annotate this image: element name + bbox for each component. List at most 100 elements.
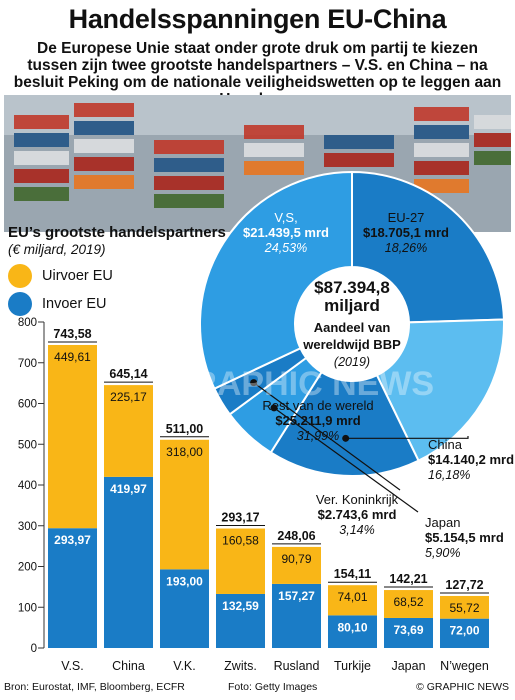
bar-export <box>216 528 265 594</box>
donut-label-rest-amount: $25.211,9 mrd <box>275 413 360 428</box>
bar-export <box>272 546 321 584</box>
x-tick-label: N’wegen <box>440 659 489 673</box>
leader-japan <box>273 407 419 513</box>
y-tick-label: 100 <box>18 602 37 614</box>
leader-china <box>345 436 469 439</box>
donut-label-japan-amount: $5.154,5 mrd <box>425 530 504 545</box>
y-tick-label: 800 <box>18 317 37 329</box>
bar-import <box>216 593 265 648</box>
legend: Uirvoer EU Invoer EU <box>8 262 113 318</box>
bar-export <box>384 590 433 618</box>
legend-label-import: Invoer EU <box>42 296 107 312</box>
donut-label-japan-pct: 5,90% <box>425 546 460 560</box>
donut-label-uk-pct: 3,14% <box>339 523 374 537</box>
donut-slice <box>269 370 420 477</box>
y-tick-label: 400 <box>18 480 37 492</box>
y-tick-label: 300 <box>18 521 37 533</box>
bar-total-label: 142,21 <box>389 572 427 586</box>
x-tick-label: Japan <box>391 659 425 673</box>
donut-label-uk-amount: $2.743,6 mrd <box>318 507 397 522</box>
bar-total-label: 154,11 <box>334 567 372 581</box>
donut-label-us-pct: 24,53% <box>264 241 307 255</box>
bar-export-label: 449,61 <box>54 350 91 364</box>
bar-export <box>104 385 153 477</box>
bar-import <box>440 618 489 648</box>
donut-label-us-amount: $21.439,5 mrd <box>243 225 329 240</box>
y-tick-label: 700 <box>18 358 37 370</box>
donut-label-china-pct: 16,18% <box>428 468 470 482</box>
bar-import <box>384 617 433 648</box>
bar-chart-unit: (€ miljard, 2019) <box>8 242 106 257</box>
bar-import-label: 73,69 <box>393 623 423 637</box>
donut-label-us: V,S, <box>274 210 297 225</box>
donut-slice <box>375 318 505 463</box>
bar-export <box>440 595 489 619</box>
donut-label-uk: Ver. Koninkrijk <box>316 492 399 507</box>
bar-export-label: 160,58 <box>222 534 259 548</box>
source-credit: Bron: Eurostat, IMF, Bloomberg, ECFR <box>4 681 185 693</box>
bar-import-label: 193,00 <box>166 574 203 588</box>
y-tick-label: 0 <box>31 643 37 655</box>
donut-label-china-amount: $14.140,2 mrd <box>428 452 514 467</box>
donut-center-year: (2019) <box>334 355 370 369</box>
donut-label-eu-pct: 18,26% <box>385 241 427 255</box>
bar-import <box>328 615 377 648</box>
watermark-text: GRAPHIC NEWS <box>166 365 434 403</box>
legend-label-export: Uirvoer EU <box>42 268 113 284</box>
shipping-containers-illustration <box>4 95 511 232</box>
donut-center <box>297 269 407 379</box>
copyright: © GRAPHIC NEWS <box>416 681 509 693</box>
bar-chart: 0 100 200 300 400 500 600 700 800 293,97 449,61 743… <box>18 317 489 673</box>
bar-export-label: 90,79 <box>281 552 311 566</box>
bar-export <box>48 344 97 529</box>
bar-total-label: 645,14 <box>109 367 147 381</box>
y-tick-label: 600 <box>18 399 37 411</box>
bar-import <box>104 476 153 648</box>
bar-export <box>160 439 209 570</box>
y-tick-label: 500 <box>18 439 37 451</box>
bar-total-label: 511,00 <box>166 422 204 436</box>
bar-total-label: 293,17 <box>221 511 259 525</box>
bar-total-label: 743,58 <box>53 327 91 341</box>
donut-center-label: wereldwijd BBP <box>302 337 401 352</box>
leader-uk <box>253 382 401 491</box>
donut-label-china: China <box>428 437 463 452</box>
bar-import-label: 293,97 <box>54 533 91 547</box>
donut-slice <box>351 170 505 324</box>
bar-export-label: 68,52 <box>393 595 423 609</box>
donut-slice <box>199 170 353 390</box>
bar-import <box>272 583 321 648</box>
donut-center-label: Aandeel van <box>314 320 391 335</box>
page-title: Handelsspanningen EU-China <box>68 4 447 34</box>
x-tick-label: China <box>112 659 145 673</box>
donut-label-eu: EU-27 <box>388 210 425 225</box>
donut-label-japan: Japan <box>425 515 460 530</box>
bar-import-label: 132,59 <box>222 599 259 613</box>
bar-import <box>160 569 209 648</box>
x-tick-label: V.K. <box>173 659 195 673</box>
donut-center-value: $87.394,8 <box>314 278 390 297</box>
bar-import-label: 72,00 <box>449 624 479 638</box>
x-tick-label: Zwits. <box>224 659 257 673</box>
photo-credit: Foto: Getty Images <box>228 681 318 693</box>
bar-export-label: 318,00 <box>166 445 203 459</box>
donut-label-eu-amount: $18.705,1 mrd <box>363 225 449 240</box>
bar-export-label: 225,17 <box>110 390 147 404</box>
x-tick-label: Rusland <box>274 659 320 673</box>
bar-import-label: 419,97 <box>110 482 147 496</box>
y-tick-label: 200 <box>18 562 37 574</box>
x-tick-label: V.S. <box>61 659 83 673</box>
bar-total-label: 127,72 <box>445 578 483 592</box>
bar-total-label: 248,06 <box>277 529 315 543</box>
bar-export-label: 74,01 <box>337 590 367 604</box>
bar-import <box>48 528 97 648</box>
bar-export <box>328 585 377 616</box>
legend-item-import: Invoer EU <box>8 290 113 318</box>
bar-chart-title: EU’s grootste handelspartners <box>8 224 226 241</box>
bar-import-label: 80,10 <box>337 620 367 634</box>
legend-swatch-import <box>8 292 32 316</box>
page-subtitle: De Europese Unie staat onder grote druk … <box>13 40 502 108</box>
donut-center-unit: miljard <box>324 296 380 315</box>
